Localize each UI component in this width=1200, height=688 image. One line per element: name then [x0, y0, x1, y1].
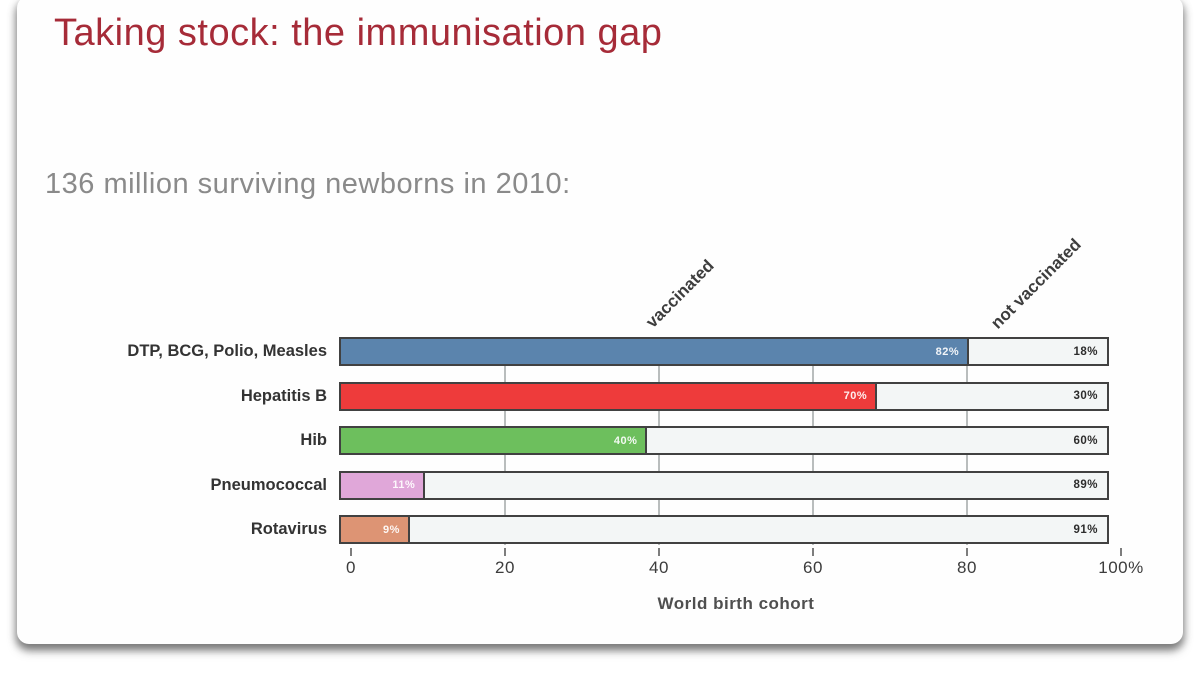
bar-fill: 70% [341, 383, 878, 409]
bar-track: 11% 89% [339, 470, 1109, 500]
bar-track: 40% 60% [339, 426, 1109, 456]
axis-tick [504, 548, 506, 556]
vaccinated-pct-label: 9% [383, 523, 400, 536]
not-vaccinated-pct-label: 30% [1073, 390, 1098, 403]
bar-track: 82% 18% [339, 337, 1109, 366]
slide-card: Taking stock: the immunisation gap 136 m… [17, 0, 1183, 644]
category-label: Hib [300, 431, 327, 450]
bar-fill: 40% [341, 428, 648, 454]
vaccinated-pct-label: 40% [613, 434, 638, 447]
axis-tick [812, 548, 814, 556]
axis-tick-label: 60 [803, 558, 823, 577]
not-vaccinated-pct-label: 18% [1073, 345, 1098, 358]
bar-track: 9% 91% [339, 515, 1109, 545]
axis-tick-label: 40 [649, 558, 669, 577]
axis-tick [350, 548, 352, 556]
axis-tick-label: 80 [957, 558, 977, 577]
axis-tick-label: 20 [495, 558, 515, 577]
not-vaccinated-pct-label: 91% [1073, 523, 1098, 536]
not-vaccinated-column-header: not vaccinated [987, 234, 1085, 333]
category-label: Hepatitis B [240, 386, 327, 405]
bar-fill: 9% [341, 517, 410, 543]
x-axis-label: World birth cohort [657, 594, 815, 613]
category-label: Pneumococcal [210, 475, 327, 494]
category-label: Rotavirus [250, 520, 327, 539]
chart-row: Hib 40% 60% [17, 426, 1121, 456]
bar-track: 70% 30% [339, 381, 1109, 411]
axis-tick-label: 100% [1098, 558, 1144, 577]
not-vaccinated-pct-label: 89% [1073, 479, 1098, 492]
chart-row: DTP, BCG, Polio, Measles 82% 18% [17, 337, 1121, 366]
axis-tick [1120, 548, 1122, 556]
slide-subtitle: 136 million surviving newborns in 2010: [45, 168, 571, 200]
chart-row: Rotavirus 9% 91% [17, 515, 1121, 545]
vaccinated-pct-label: 70% [843, 390, 868, 403]
slide-title: Taking stock: the immunisation gap [54, 12, 663, 54]
vaccinated-column-header: vaccinated [642, 256, 718, 332]
bar-fill: 82% [341, 339, 970, 364]
chart-row: Pneumococcal 11% 89% [17, 470, 1121, 500]
axis-tick [966, 548, 968, 556]
vaccinated-pct-label: 82% [935, 345, 960, 358]
not-vaccinated-pct-label: 60% [1073, 434, 1098, 447]
axis-tick [658, 548, 660, 556]
x-axis: 0 20 40 60 80 100% [346, 546, 1143, 591]
bar-fill: 11% [341, 472, 426, 498]
axis-tick-label: 0 [346, 558, 356, 577]
vaccinated-pct-label: 11% [392, 479, 416, 492]
chart-row: Hepatitis B 70% 30% [17, 381, 1121, 411]
category-label: DTP, BCG, Polio, Measles [127, 342, 327, 360]
immunisation-bar-chart: vaccinated not vaccinated DTP, BCG, Poli… [17, 0, 1183, 644]
